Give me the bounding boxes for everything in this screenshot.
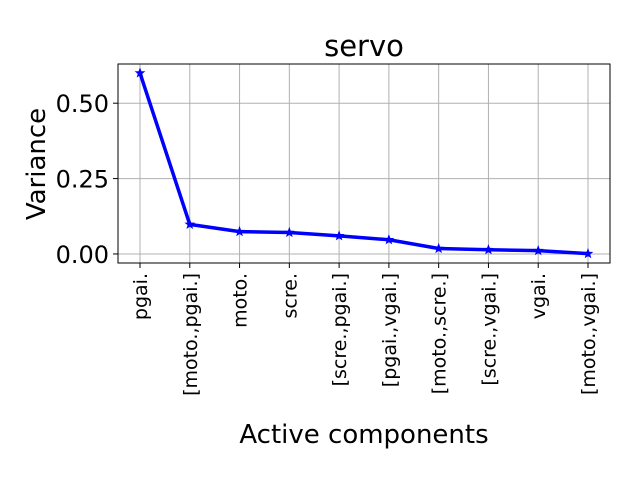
x-axis-label: Active components bbox=[239, 420, 488, 450]
x-tick-label: [moto.,scre.] bbox=[429, 273, 451, 394]
data-point-marker bbox=[483, 244, 494, 255]
series-line bbox=[138, 72, 589, 256]
x-tick-label: [scre.,vgai.] bbox=[478, 273, 500, 386]
x-tick-label: pgai. bbox=[130, 273, 152, 320]
data-point-marker bbox=[532, 245, 544, 256]
x-tick-label: moto. bbox=[230, 273, 252, 328]
chart-title: servo bbox=[324, 29, 404, 63]
data-point-marker bbox=[134, 67, 146, 78]
x-tick-label: [scre.,pgai.] bbox=[329, 273, 351, 386]
y-tick-label: 0.00 bbox=[56, 241, 109, 269]
data-point-marker bbox=[383, 234, 395, 245]
x-tick-label: [pgai.,vgai.] bbox=[379, 273, 401, 387]
data-point-marker bbox=[184, 218, 196, 229]
data-point-marker bbox=[234, 226, 245, 237]
y-tick-label: 0.25 bbox=[56, 166, 109, 194]
data-point-marker bbox=[582, 248, 594, 259]
x-tick-label: scre. bbox=[279, 273, 301, 318]
y-tick-label: 0.50 bbox=[56, 90, 109, 118]
series-layer bbox=[134, 67, 594, 259]
grid bbox=[118, 64, 610, 263]
plot-frame bbox=[117, 63, 611, 264]
data-point-marker bbox=[433, 242, 445, 254]
data-point-marker bbox=[283, 226, 295, 238]
y-axis-label: Variance bbox=[22, 108, 52, 220]
y-axis: 0.00 0.25 0.50 bbox=[56, 90, 118, 269]
x-tick-label: [moto.,pgai.] bbox=[180, 273, 202, 396]
data-point-marker bbox=[333, 230, 345, 241]
x-tick-label: [moto.,vgai.] bbox=[578, 273, 600, 395]
x-axis: pgai. [moto.,pgai.] moto. scre. [scre.,pgai.… bbox=[130, 263, 600, 396]
x-tick-label: vgai. bbox=[528, 273, 550, 319]
